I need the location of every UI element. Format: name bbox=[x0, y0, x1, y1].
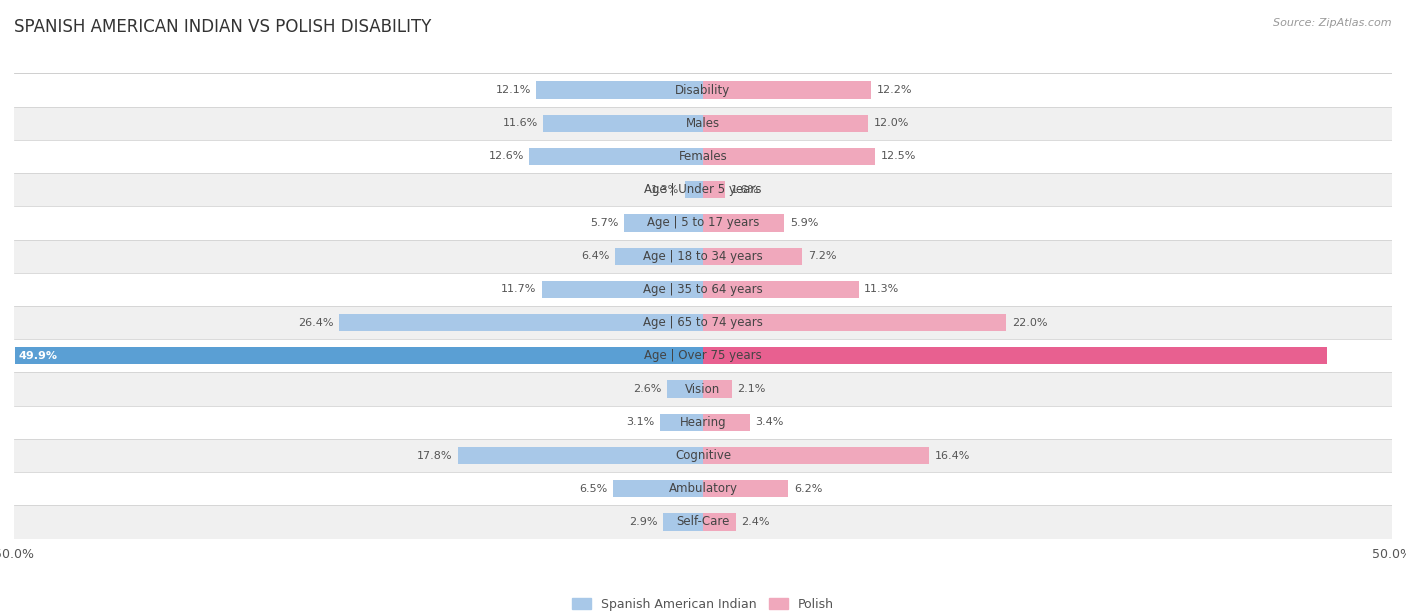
Bar bbox=[703, 81, 872, 99]
Bar bbox=[339, 314, 703, 331]
Text: SPANISH AMERICAN INDIAN VS POLISH DISABILITY: SPANISH AMERICAN INDIAN VS POLISH DISABI… bbox=[14, 18, 432, 36]
Text: Self-Care: Self-Care bbox=[676, 515, 730, 528]
Bar bbox=[541, 281, 703, 298]
Text: Cognitive: Cognitive bbox=[675, 449, 731, 462]
Bar bbox=[14, 173, 1392, 206]
Text: Age | 5 to 17 years: Age | 5 to 17 years bbox=[647, 217, 759, 230]
Text: 6.5%: 6.5% bbox=[579, 483, 607, 494]
Text: 2.4%: 2.4% bbox=[741, 517, 770, 527]
Bar bbox=[703, 214, 785, 231]
Bar bbox=[703, 314, 1007, 331]
Bar bbox=[14, 506, 1392, 539]
Text: 3.4%: 3.4% bbox=[755, 417, 783, 427]
Text: 12.6%: 12.6% bbox=[488, 152, 524, 162]
Bar bbox=[703, 247, 803, 265]
Text: 17.8%: 17.8% bbox=[416, 450, 453, 460]
Text: 6.4%: 6.4% bbox=[581, 251, 609, 261]
Text: Age | 65 to 74 years: Age | 65 to 74 years bbox=[643, 316, 763, 329]
Bar bbox=[458, 447, 703, 464]
Text: 2.1%: 2.1% bbox=[738, 384, 766, 394]
Bar bbox=[14, 439, 1392, 472]
Text: Males: Males bbox=[686, 117, 720, 130]
Bar bbox=[14, 339, 1392, 373]
Text: 1.6%: 1.6% bbox=[731, 185, 759, 195]
Text: 16.4%: 16.4% bbox=[935, 450, 970, 460]
Bar bbox=[703, 480, 789, 498]
Bar bbox=[14, 406, 1392, 439]
Text: 49.9%: 49.9% bbox=[18, 351, 58, 361]
Text: 7.2%: 7.2% bbox=[807, 251, 837, 261]
Text: Ambulatory: Ambulatory bbox=[668, 482, 738, 495]
Bar bbox=[703, 148, 875, 165]
Text: Age | Over 75 years: Age | Over 75 years bbox=[644, 349, 762, 362]
Text: Females: Females bbox=[679, 150, 727, 163]
Text: Vision: Vision bbox=[685, 382, 721, 395]
Text: 12.1%: 12.1% bbox=[495, 85, 531, 95]
Text: Source: ZipAtlas.com: Source: ZipAtlas.com bbox=[1274, 18, 1392, 28]
Bar bbox=[14, 273, 1392, 306]
Bar bbox=[14, 106, 1392, 140]
Bar bbox=[15, 347, 703, 365]
Text: 11.3%: 11.3% bbox=[865, 285, 900, 294]
Text: 5.9%: 5.9% bbox=[790, 218, 818, 228]
Text: 1.3%: 1.3% bbox=[651, 185, 679, 195]
Bar bbox=[530, 148, 703, 165]
Bar bbox=[661, 414, 703, 431]
Bar bbox=[14, 206, 1392, 239]
Text: 45.3%: 45.3% bbox=[1350, 351, 1388, 361]
Text: 26.4%: 26.4% bbox=[298, 318, 333, 327]
Text: 6.2%: 6.2% bbox=[794, 483, 823, 494]
Text: Hearing: Hearing bbox=[679, 416, 727, 429]
Text: 3.1%: 3.1% bbox=[627, 417, 655, 427]
Legend: Spanish American Indian, Polish: Spanish American Indian, Polish bbox=[567, 593, 839, 612]
Text: Age | 18 to 34 years: Age | 18 to 34 years bbox=[643, 250, 763, 263]
Text: 12.5%: 12.5% bbox=[880, 152, 917, 162]
Bar bbox=[624, 214, 703, 231]
Text: 2.6%: 2.6% bbox=[633, 384, 662, 394]
Bar bbox=[703, 414, 749, 431]
Text: 11.6%: 11.6% bbox=[502, 118, 537, 129]
Text: 11.7%: 11.7% bbox=[501, 285, 536, 294]
Bar bbox=[703, 281, 859, 298]
Bar bbox=[703, 347, 1327, 365]
Text: Age | 35 to 64 years: Age | 35 to 64 years bbox=[643, 283, 763, 296]
Bar bbox=[613, 480, 703, 498]
Bar bbox=[614, 247, 703, 265]
Text: 5.7%: 5.7% bbox=[591, 218, 619, 228]
Text: 12.0%: 12.0% bbox=[875, 118, 910, 129]
Text: Age | Under 5 years: Age | Under 5 years bbox=[644, 183, 762, 196]
Text: 22.0%: 22.0% bbox=[1012, 318, 1047, 327]
Bar bbox=[668, 381, 703, 398]
Text: 12.2%: 12.2% bbox=[876, 85, 912, 95]
Bar bbox=[543, 114, 703, 132]
Text: Disability: Disability bbox=[675, 84, 731, 97]
Bar bbox=[703, 513, 737, 531]
Bar bbox=[14, 373, 1392, 406]
Bar bbox=[703, 181, 725, 198]
Bar bbox=[536, 81, 703, 99]
Bar bbox=[14, 140, 1392, 173]
Bar bbox=[664, 513, 703, 531]
Bar bbox=[703, 114, 869, 132]
Bar bbox=[703, 381, 733, 398]
Text: 2.9%: 2.9% bbox=[628, 517, 658, 527]
Bar bbox=[14, 73, 1392, 106]
Bar bbox=[14, 306, 1392, 339]
Bar bbox=[703, 447, 929, 464]
Bar bbox=[685, 181, 703, 198]
Bar bbox=[14, 472, 1392, 506]
Bar bbox=[14, 239, 1392, 273]
